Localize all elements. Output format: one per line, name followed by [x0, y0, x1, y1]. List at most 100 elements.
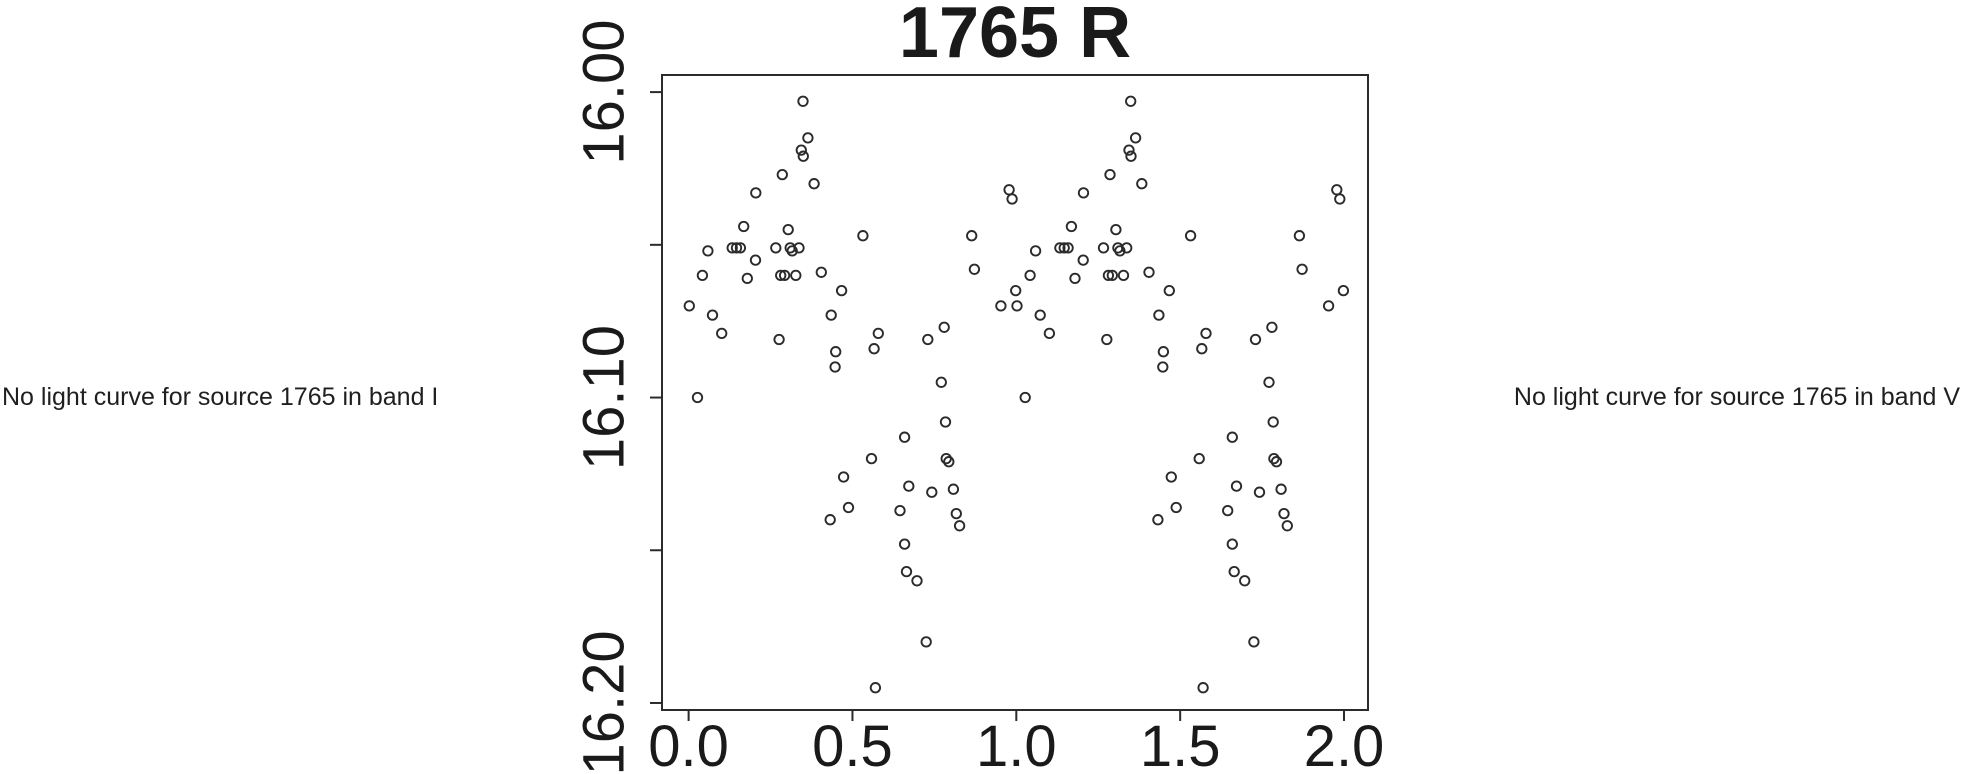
data-point — [1322, 300, 1335, 312]
y-tick-label: 16.20 — [572, 630, 637, 774]
data-point — [1003, 184, 1015, 196]
data-point — [1296, 263, 1308, 275]
x-tick-label: 1.5 — [1140, 714, 1221, 774]
data-point — [706, 309, 719, 321]
x-tick-label: 0.0 — [648, 714, 729, 774]
data-point — [1077, 187, 1090, 199]
data-point — [900, 565, 913, 578]
x-tick-label: 2.0 — [1304, 714, 1385, 774]
data-point — [773, 333, 785, 346]
data-point — [953, 520, 966, 532]
data-point — [1121, 242, 1133, 254]
data-point — [716, 327, 728, 340]
data-point — [857, 230, 869, 242]
data-point — [1054, 242, 1066, 254]
data-point — [815, 266, 827, 278]
data-point — [938, 321, 950, 333]
data-point — [1125, 95, 1137, 107]
data-point — [1101, 333, 1113, 346]
plot-box — [661, 74, 1369, 711]
data-point — [776, 168, 788, 181]
data-point — [1110, 223, 1122, 236]
data-point — [1197, 682, 1209, 694]
data-point — [1010, 284, 1022, 297]
data-point — [1226, 538, 1238, 550]
data-point — [872, 327, 884, 340]
data-point — [1222, 504, 1234, 517]
data-point — [835, 284, 848, 297]
data-point — [911, 575, 923, 587]
data-point — [741, 272, 753, 285]
data-point — [1152, 514, 1164, 526]
data-point — [1278, 507, 1290, 520]
data-point — [1019, 391, 1031, 404]
data-point — [1034, 309, 1046, 321]
data-point — [1129, 132, 1142, 144]
data-point — [738, 220, 750, 233]
data-point — [1267, 416, 1279, 428]
data-point — [1334, 193, 1346, 205]
data-point — [1024, 269, 1036, 282]
data-point — [1157, 361, 1169, 373]
data-point — [950, 507, 962, 520]
data-point — [1157, 346, 1170, 358]
data-point — [837, 471, 850, 483]
data-point — [1065, 220, 1078, 233]
no-curve-message-band-v: No light curve for source 1765 in band V — [1513, 383, 1960, 411]
data-point — [1249, 333, 1262, 346]
data-point — [1123, 144, 1135, 156]
data-point — [940, 452, 952, 465]
data-point — [1263, 376, 1275, 388]
data-point — [1275, 483, 1287, 495]
data-point — [1143, 266, 1155, 278]
data-point — [830, 346, 842, 358]
chart-title: 1765 R — [899, 0, 1131, 73]
data-point — [802, 132, 814, 144]
data-point — [793, 242, 805, 254]
data-point — [903, 480, 915, 492]
data-point — [797, 150, 809, 162]
data-point — [1230, 480, 1243, 492]
data-point — [943, 456, 955, 468]
x-tick-label: 0.5 — [812, 714, 893, 774]
data-point — [1228, 565, 1240, 578]
data-point — [894, 504, 906, 517]
data-point — [726, 242, 738, 254]
data-point — [898, 431, 911, 443]
y-tick-label: 16.10 — [572, 325, 637, 470]
data-point — [947, 483, 960, 495]
data-point — [1226, 431, 1238, 443]
data-point — [782, 223, 794, 236]
x-tick-label: 1.0 — [976, 714, 1057, 774]
data-point — [1153, 309, 1165, 321]
data-point — [808, 178, 820, 190]
data-point — [702, 245, 714, 257]
data-point — [1062, 242, 1074, 254]
data-point — [1331, 184, 1343, 196]
data-point — [775, 269, 787, 282]
data-point — [1248, 636, 1260, 648]
data-point — [868, 343, 880, 355]
data-point — [1106, 269, 1118, 282]
data-point — [1125, 150, 1137, 162]
no-curve-message-band-i: No light curve for source 1765 in band I — [2, 383, 439, 411]
data-point — [1058, 242, 1070, 254]
data-point — [734, 242, 747, 254]
data-point — [898, 538, 911, 550]
data-point — [939, 416, 952, 428]
data-point — [1337, 284, 1350, 297]
data-point — [1293, 230, 1306, 242]
data-point — [749, 254, 762, 266]
data-point — [1196, 343, 1208, 355]
data-point — [795, 144, 807, 156]
data-point — [1102, 269, 1115, 282]
data-point — [824, 514, 836, 526]
data-point — [1184, 230, 1197, 242]
data-point — [869, 682, 882, 694]
data-point — [1239, 575, 1251, 587]
y-tick-label: 16.00 — [572, 20, 637, 165]
data-point — [797, 95, 809, 107]
data-point — [842, 501, 855, 514]
data-point — [825, 309, 837, 321]
